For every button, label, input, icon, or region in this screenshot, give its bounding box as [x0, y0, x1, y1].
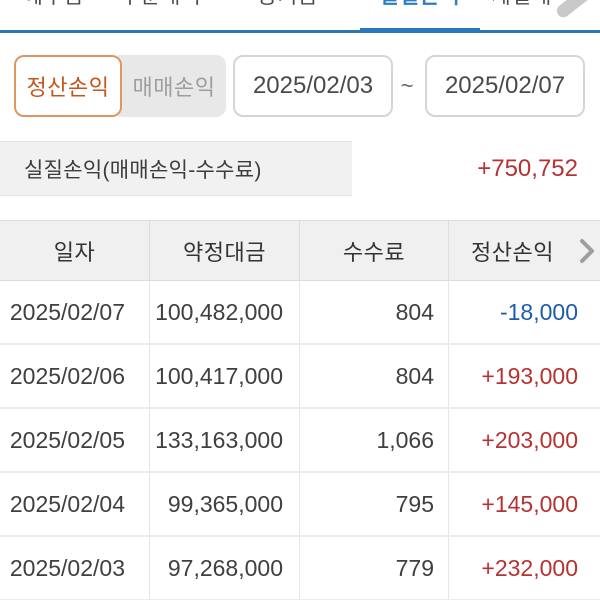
- cell-date: 2025/02/05: [0, 409, 150, 471]
- cell-fee: 779: [300, 537, 449, 599]
- cell-date: 2025/02/03: [0, 537, 150, 599]
- daily-pnl-table: 일자 약정대금 수수료 정산손익 2025/02/07 100,482,000 …: [0, 220, 600, 600]
- tab-deposit[interactable]: 예수금: [24, 0, 85, 8]
- cell-pnl: +145,000: [481, 490, 578, 517]
- cell-pnl: +193,000: [481, 362, 578, 389]
- tabbar-baseline: [0, 30, 600, 33]
- table-row[interactable]: 2025/02/06 100,417,000 804 +193,000: [0, 345, 600, 409]
- cell-pnl: +232,000: [481, 554, 578, 581]
- cell-date: 2025/02/04: [0, 473, 150, 535]
- filter-row: 정산손익 매매손익 2025/02/03 ~ 2025/02/07: [0, 55, 600, 117]
- cell-pnl: -18,000: [499, 298, 578, 325]
- table-row[interactable]: 2025/02/05 133,163,000 1,066 +203,000: [0, 409, 600, 473]
- top-tab-bar: 예수금 주문내역 증거금 일별손익 체결내역: [0, 0, 600, 33]
- date-to-input[interactable]: 2025/02/07: [425, 55, 585, 117]
- cell-fee: 804: [300, 281, 449, 343]
- header-date: 일자: [0, 221, 150, 280]
- table-header-row: 일자 약정대금 수수료 정산손익: [0, 221, 600, 281]
- net-pnl-label: 실질손익(매매손익-수수료): [0, 141, 352, 196]
- cell-fee: 795: [300, 473, 449, 535]
- tab-daily-pnl[interactable]: 일별손익: [379, 0, 460, 8]
- cell-date: 2025/02/06: [0, 345, 150, 407]
- header-fee: 수수료: [300, 221, 449, 280]
- net-pnl-summary: 실질손익(매매손익-수수료) +750,752: [0, 141, 600, 196]
- table-row[interactable]: 2025/02/04 99,365,000 795 +145,000: [0, 473, 600, 537]
- header-pnl: 정산손익: [449, 221, 600, 280]
- active-tab-underline: [360, 28, 480, 33]
- cell-fee: 804: [300, 345, 449, 407]
- table-row[interactable]: 2025/02/07 100,482,000 804 -18,000: [0, 281, 600, 345]
- header-pnl-label: 정산손익: [471, 239, 554, 265]
- tab-margin[interactable]: 증거금: [258, 0, 319, 8]
- pnl-mode-toggle: 정산손익 매매손익: [14, 55, 226, 117]
- net-pnl-value: +750,752: [477, 154, 578, 182]
- table-row[interactable]: 2025/02/03 97,268,000 779 +232,000: [0, 537, 600, 600]
- cell-amount: 133,163,000: [150, 409, 300, 471]
- date-from-input[interactable]: 2025/02/03: [233, 55, 393, 117]
- header-amount: 약정대금: [150, 221, 300, 280]
- tab-fills[interactable]: 체결내역: [491, 0, 572, 8]
- toggle-trading-pnl[interactable]: 매매손익: [118, 55, 226, 117]
- cell-amount: 100,417,000: [150, 345, 300, 407]
- chevron-right-icon[interactable]: [579, 238, 595, 264]
- cell-date: 2025/02/07: [0, 281, 150, 343]
- cell-pnl: +203,000: [481, 426, 578, 453]
- cell-fee: 1,066: [300, 409, 449, 471]
- toggle-settlement-pnl[interactable]: 정산손익: [14, 55, 122, 117]
- cell-amount: 97,268,000: [150, 537, 300, 599]
- date-range-separator: ~: [400, 73, 414, 98]
- tab-order-history[interactable]: 주문내역: [120, 0, 201, 8]
- cell-amount: 99,365,000: [150, 473, 300, 535]
- cell-amount: 100,482,000: [150, 281, 300, 343]
